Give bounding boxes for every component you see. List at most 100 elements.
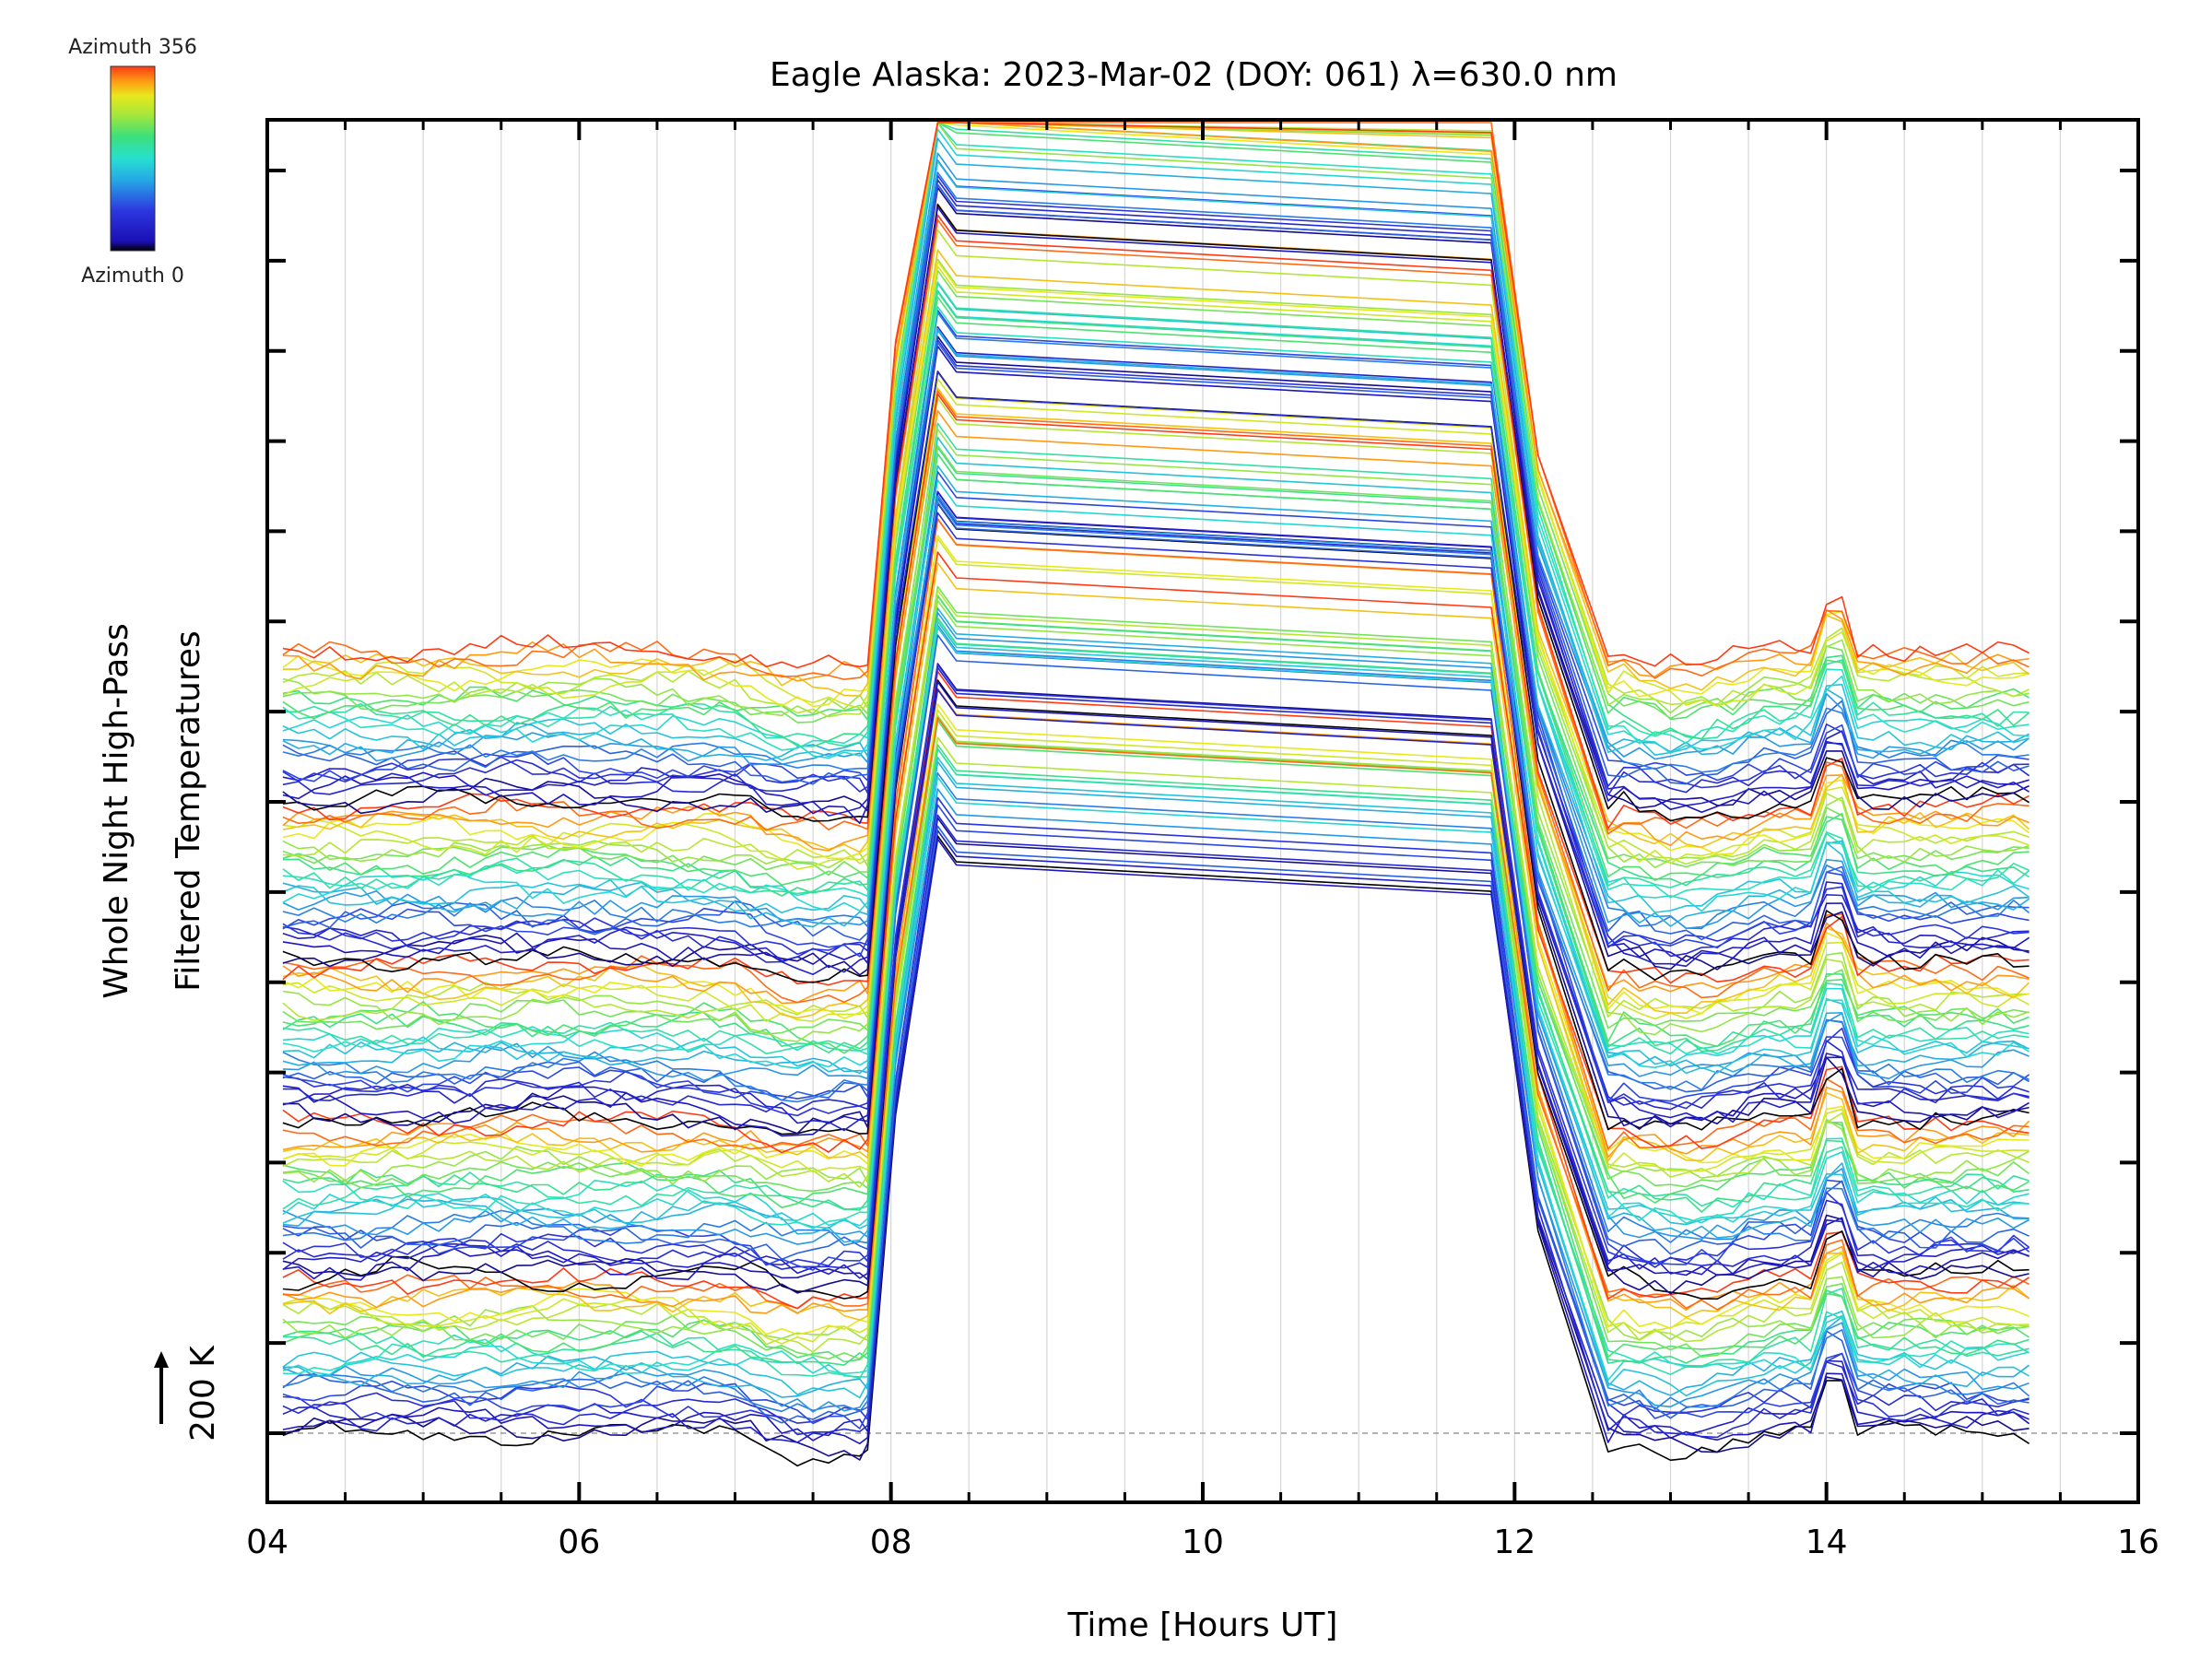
series-line [282,397,2030,1021]
series-line [282,679,2030,1300]
series-line [282,817,2030,1461]
series-line [282,325,2030,975]
series-line [282,624,2030,1246]
y-axis-title-line2: Filtered Temperatures [170,630,207,992]
series-line [282,585,2030,1193]
series-line [282,716,2030,1311]
series-line [282,183,2030,785]
series-group [282,122,2030,1467]
scale-label: 200 K [184,1345,222,1441]
scale-indicator: 200 K [154,1345,222,1441]
colorbar-top-label: Azimuth 356 [68,36,197,59]
series-line [282,814,2030,1439]
x-tick-label: 06 [558,1524,600,1561]
x-tick-label: 04 [246,1524,288,1561]
series-line [282,218,2030,835]
series-line [282,122,2030,708]
x-tick-label: 10 [1182,1524,1224,1561]
series-line [282,517,2030,1150]
x-tick-labels: 04 06 08 10 12 14 16 [246,1524,2159,1561]
series-line [282,122,2030,680]
x-axis-title: Time [Hours UT] [1067,1606,1338,1644]
series-line [282,122,2030,724]
chart-title: Eagle Alaska: 2023-Mar-02 (DOY: 061) λ=6… [770,56,1618,94]
series-line [282,478,2030,1069]
series-line [282,204,2030,822]
series-line [282,736,2030,1353]
series-line [282,152,2030,766]
series-line [282,409,2030,1005]
series-line [282,757,2030,1399]
series-line [282,309,2030,958]
series-line [282,371,2030,1019]
series-line [282,282,2030,914]
x-tick-label: 16 [2117,1524,2159,1561]
series-line [282,436,2030,1075]
series-line [282,498,2030,1103]
series-line [282,838,2030,1445]
series-line [282,329,2030,930]
series-line [282,296,2030,887]
series-line [282,719,2030,1363]
series-line [282,804,2030,1430]
series-line [282,203,2030,852]
series-line [282,535,2030,1167]
series-line [282,626,2030,1227]
series-line [282,229,2030,865]
series-line [282,159,2030,782]
series-line [282,122,2030,721]
series-line [282,490,2030,1137]
series-line [282,387,2030,1019]
series-line [282,338,2030,956]
series-line [282,594,2030,1211]
series-line [282,179,2030,796]
series-line [282,186,2030,815]
x-tick-label: 12 [1493,1524,1535,1561]
series-line [282,122,2030,710]
series-line [282,776,2030,1382]
ticks [265,120,2140,1502]
series-line [282,160,2030,761]
series-line [282,453,2030,1054]
series-line [282,371,2030,962]
series-line [282,512,2030,1117]
series-line [282,606,2030,1243]
series-line [282,561,2030,1162]
series-line [282,122,2030,669]
series-line [282,502,2030,1135]
series-line [282,137,2030,761]
x-tick-label: 08 [870,1524,912,1561]
series-line [282,617,2030,1213]
series-line [282,422,2030,1055]
colorbar-bottom-label: Azimuth 0 [81,265,184,288]
series-line [282,269,2030,877]
series-line [282,371,2030,983]
series-line [282,680,2030,1281]
series-line [282,289,2030,912]
series-line [282,470,2030,1103]
series-line [282,771,2030,1413]
series-line [282,688,2030,1314]
series-line [282,714,2030,1341]
series-line [282,428,2030,1042]
series-line [282,747,2030,1379]
series-line [282,634,2030,1260]
series-line [282,341,2030,941]
series-line [282,830,2030,1443]
series-line [282,171,2030,773]
series-line [282,306,2030,899]
series-line [282,537,2030,1173]
series-line [282,444,2030,1035]
series-line [282,122,2030,718]
series-line [282,258,2030,869]
series-line [282,174,2030,793]
series-line [282,715,2030,1360]
series-line [282,122,2030,747]
colorbar [110,65,156,252]
series-line [282,825,2030,1424]
x-tick-label: 14 [1806,1524,1848,1561]
series-line [282,122,2030,682]
scale-arrow-icon [154,1351,169,1368]
series-line [282,788,2030,1413]
